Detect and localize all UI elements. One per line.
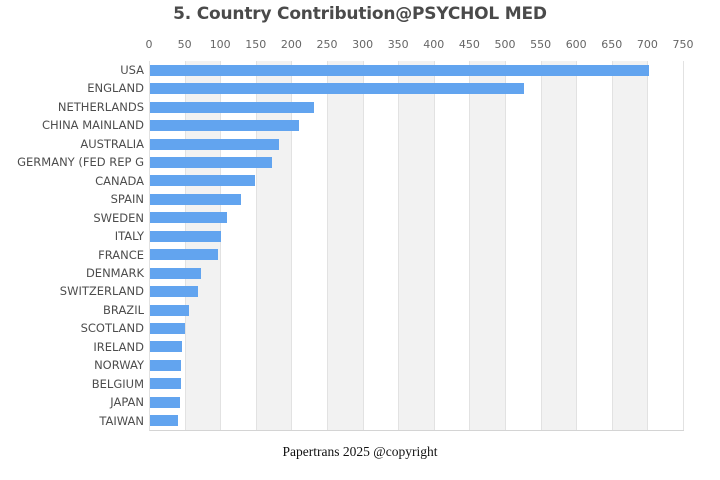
y-axis: USA ENGLAND NETHERLANDS CHINA MAINLAND AUSTR… (0, 61, 144, 431)
x-tick-label: 150 (245, 38, 267, 51)
grid-band (541, 61, 578, 430)
category-label: AUSTRALIA (80, 136, 144, 151)
grid-band (470, 61, 506, 430)
bar (150, 323, 185, 335)
category-label: CANADA (95, 173, 144, 188)
bar (150, 304, 190, 316)
category-label: DENMARK (85, 265, 144, 280)
x-tick-label: 300 (352, 38, 374, 51)
x-tick-label: 200 (280, 38, 302, 51)
bar (150, 120, 299, 132)
x-tick-label: 750 (672, 38, 694, 51)
grid-band (221, 61, 257, 430)
category-label: BELGIUM (91, 376, 144, 391)
grid-band (399, 61, 435, 430)
category-label: JAPAN (110, 395, 144, 410)
x-tick-label: 700 (636, 38, 658, 51)
x-tick-label: 550 (530, 38, 552, 51)
grid-band (150, 61, 186, 430)
grid-band (328, 61, 364, 430)
bar (150, 193, 242, 205)
grid-band (185, 61, 222, 430)
bar (150, 101, 315, 113)
bar (150, 230, 222, 242)
category-label: SPAIN (110, 192, 144, 207)
grid-band (292, 61, 328, 430)
bar (150, 156, 272, 168)
x-tick-label: 450 (458, 38, 480, 51)
grid-band (434, 61, 471, 430)
bar (150, 415, 178, 427)
chart-footer: Papertrans 2025 @copyright (282, 444, 438, 459)
category-label: CHINA MAINLAND (42, 118, 144, 133)
x-tick-label: 0 (145, 38, 153, 51)
category-label: FRANCE (98, 247, 144, 262)
chart-title: 5. Country Contribution@PSYCHOL MED (173, 4, 547, 24)
grid-band (648, 61, 684, 430)
category-label: USA (120, 63, 144, 77)
plot-area (149, 61, 684, 431)
category-label: NETHERLANDS (57, 99, 144, 114)
bar (150, 64, 650, 76)
x-tick-label: 100 (209, 38, 231, 51)
bar (150, 212, 227, 224)
bar (150, 396, 180, 408)
bar (150, 249, 218, 261)
bar (150, 138, 279, 150)
bar (150, 83, 524, 95)
category-label: TAIWAN (99, 413, 144, 428)
grid-band (612, 61, 649, 430)
grid-band (506, 61, 542, 430)
bar (150, 175, 255, 187)
bar (150, 378, 181, 390)
category-label: SCOTLAND (80, 321, 144, 336)
category-label: GERMANY (FED REP G (17, 155, 144, 170)
bar (150, 341, 183, 353)
category-label: ENGLAND (87, 81, 144, 96)
category-label: SWITZERLAND (59, 284, 144, 299)
x-tick-label: 500 (494, 38, 516, 51)
grid-band (256, 61, 293, 430)
grid-band (577, 61, 613, 430)
x-tick-label: 250 (316, 38, 338, 51)
category-label: SWEDEN (93, 210, 144, 225)
x-tick-label: 600 (565, 38, 587, 51)
x-axis: 0 50 100 150 200 250 300 350 400 450 500 550 600 650 7… (145, 38, 694, 52)
category-label: ITALY (114, 229, 144, 244)
category-label: NORWAY (94, 358, 144, 373)
grid-band (363, 61, 400, 430)
category-label: IRELAND (93, 339, 144, 354)
bar (150, 286, 199, 298)
x-tick-label: 350 (387, 38, 409, 51)
x-tick-label: 650 (601, 38, 623, 51)
x-tick-label: 50 (177, 38, 192, 51)
bar (150, 359, 182, 371)
x-tick-label: 400 (423, 38, 445, 51)
bar (150, 267, 201, 279)
category-label: BRAZIL (103, 302, 144, 317)
